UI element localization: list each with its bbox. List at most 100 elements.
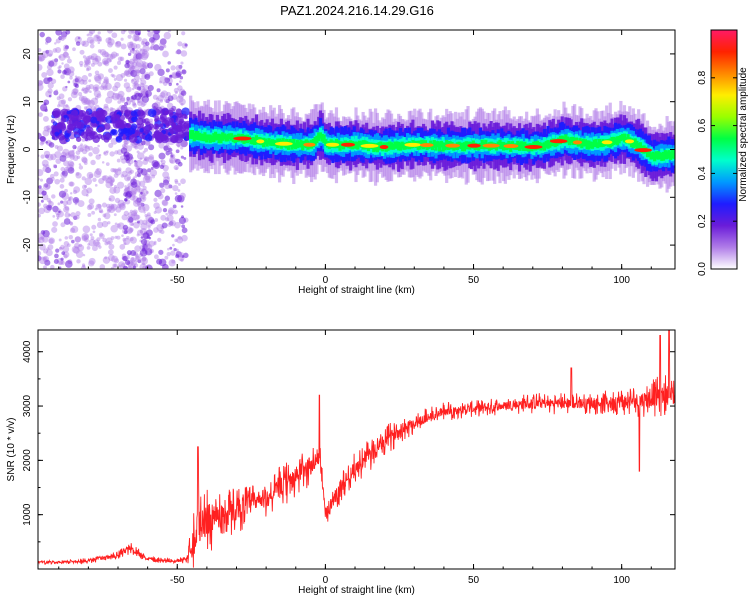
- ridge-cell: [523, 141, 527, 151]
- noise-mark: [77, 244, 85, 252]
- noise-mark: [40, 236, 44, 240]
- ridge-cell: [583, 139, 587, 147]
- signal-blob: [178, 125, 182, 129]
- signal-blob: [159, 116, 166, 123]
- noise-mark: [129, 221, 134, 227]
- ridge-peak: [325, 142, 340, 147]
- noise-mark: [42, 163, 46, 167]
- noise-mark: [137, 100, 140, 104]
- noise-mark: [81, 263, 86, 267]
- noise-mark: [90, 53, 98, 61]
- ridge-cell: [660, 152, 664, 161]
- ridge-cell: [500, 141, 504, 150]
- noise-mark: [113, 258, 120, 264]
- noise-mark: [124, 198, 128, 202]
- ridge-cell: [217, 133, 221, 144]
- noise-mark: [104, 61, 110, 67]
- noise-mark: [175, 248, 179, 252]
- noise-mark: [68, 181, 74, 187]
- noise-mark: [134, 245, 141, 252]
- noise-mark: [115, 53, 119, 57]
- ridge-cell: [391, 143, 395, 150]
- noise-mark: [64, 169, 68, 173]
- noise-mark: [155, 97, 160, 101]
- noise-mark: [119, 96, 126, 102]
- noise-mark: [43, 256, 48, 261]
- noise-mark: [132, 69, 140, 77]
- y-tick-label: -10: [22, 190, 33, 205]
- noise-mark: [94, 96, 99, 100]
- ridge-cell: [377, 142, 381, 151]
- noise-mark: [181, 234, 188, 242]
- noise-mark: [62, 51, 69, 59]
- noise-mark: [92, 57, 99, 65]
- noise-mark: [85, 55, 91, 61]
- noise-mark: [117, 181, 125, 189]
- signal-blob: [56, 123, 63, 130]
- noise-mark: [96, 93, 102, 99]
- noise-mark: [168, 221, 174, 226]
- noise-mark: [51, 226, 58, 233]
- noise-mark: [130, 250, 137, 256]
- noise-mark: [120, 37, 124, 41]
- noise-mark: [174, 192, 178, 195]
- noise-mark: [68, 161, 75, 168]
- ridge-cell: [357, 140, 362, 147]
- noise-mark: [140, 223, 148, 231]
- noise-mark: [113, 213, 117, 217]
- noise-mark: [141, 64, 145, 68]
- ridge-peak: [303, 142, 316, 147]
- signal-blob: [152, 133, 157, 138]
- noise-mark: [107, 176, 115, 184]
- noise-mark: [72, 196, 80, 204]
- noise-mark: [105, 181, 113, 189]
- ridge-cell: [571, 136, 575, 146]
- noise-mark: [123, 70, 130, 77]
- ridge-cell: [590, 142, 595, 149]
- noise-mark: [172, 184, 179, 192]
- noise-mark: [45, 154, 50, 159]
- x-tick-label: -50: [170, 275, 185, 286]
- noise-mark: [48, 201, 54, 207]
- signal-blob: [66, 127, 73, 134]
- noise-mark: [81, 156, 88, 163]
- noise-mark: [136, 220, 140, 224]
- noise-mark: [127, 212, 134, 219]
- noise-mark: [78, 243, 83, 248]
- noise-mark: [53, 164, 58, 169]
- noise-mark: [130, 181, 138, 188]
- noise-mark: [129, 169, 134, 174]
- noise-mark: [38, 63, 43, 71]
- noise-mark: [174, 238, 178, 243]
- noise-mark: [77, 145, 85, 153]
- noise-mark: [123, 151, 130, 158]
- noise-mark: [117, 56, 123, 62]
- noise-mark: [47, 82, 54, 89]
- noise-mark: [142, 185, 147, 191]
- noise-mark: [82, 55, 87, 59]
- signal-blob: [92, 135, 100, 144]
- noise-mark: [53, 258, 59, 265]
- noise-mark: [130, 78, 137, 85]
- noise-mark: [42, 129, 50, 137]
- noise-mark: [101, 50, 109, 58]
- ridge-cell: [338, 141, 342, 151]
- noise-mark: [174, 178, 179, 183]
- noise-mark: [50, 78, 57, 84]
- noise-mark: [129, 58, 135, 65]
- noise-mark: [131, 101, 137, 107]
- noise-mark: [104, 52, 110, 58]
- noise-mark: [86, 171, 94, 179]
- noise-mark: [63, 206, 70, 213]
- noise-mark: [39, 178, 44, 182]
- noise-mark: [55, 47, 62, 54]
- noise-mark: [54, 165, 57, 169]
- noise-mark: [85, 99, 92, 106]
- noise-mark: [130, 66, 133, 69]
- noise-mark: [58, 238, 62, 242]
- noise-mark: [110, 224, 118, 233]
- noise-mark: [154, 218, 159, 222]
- noise-mark: [158, 230, 162, 234]
- noise-mark: [128, 266, 133, 269]
- noise-mark: [38, 80, 44, 86]
